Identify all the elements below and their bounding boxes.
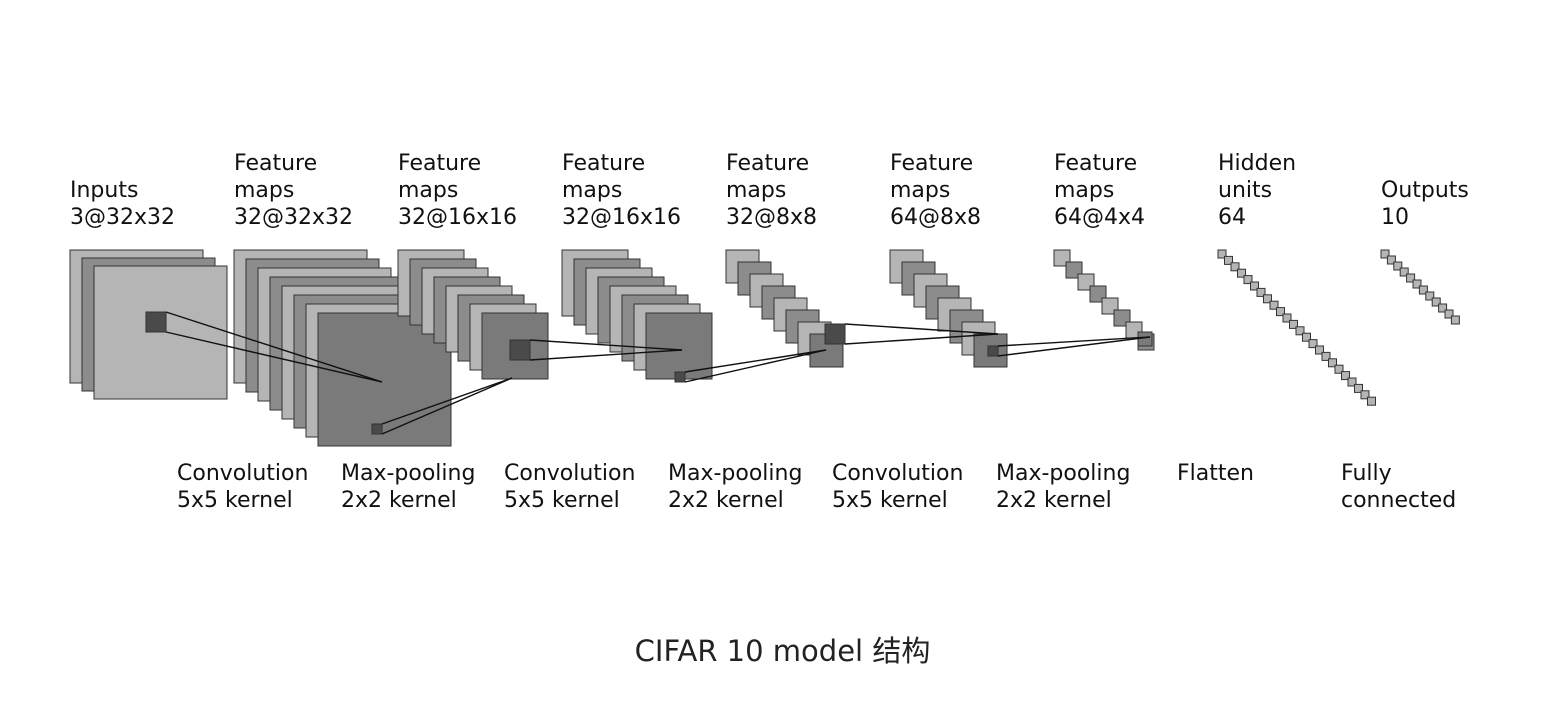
figure-caption: CIFAR 10 model 结构 [634, 634, 931, 668]
hidden-unit [1341, 371, 1350, 381]
op-label-pool-1: Max-pooling 2x2 kernel [341, 461, 476, 513]
hidden-unit [1276, 307, 1285, 317]
op-label-pool-3: Max-pooling 2x2 kernel [996, 461, 1131, 513]
output-unit [1393, 261, 1403, 271]
pool-2-connector [684, 349, 827, 383]
hidden-unit [1282, 313, 1292, 323]
conv-1-connector [165, 311, 383, 383]
pool-1-connector [381, 377, 513, 425]
output-unit [1412, 279, 1422, 289]
pool-3-connector [997, 336, 1151, 357]
pool-3-patch [987, 345, 999, 357]
layer-label-fmap-5: Feature maps 64@8x8 [890, 151, 982, 230]
layer-label-fmap-2: Feature maps 32@16x16 [398, 151, 518, 230]
hidden-unit [1217, 249, 1227, 259]
op-label-flatten: Flatten [1177, 461, 1254, 486]
hidden-unit [1328, 358, 1337, 368]
hidden-unit [1334, 364, 1344, 374]
hidden-unit [1263, 294, 1272, 304]
output-unit [1431, 297, 1441, 307]
hidden-unit [1354, 383, 1363, 393]
hidden-unit [1308, 339, 1318, 349]
pool-1-patch [371, 423, 383, 435]
conv-3-connector [844, 333, 999, 345]
fc-patch [1137, 331, 1153, 347]
op-label-pool-2: Max-pooling 2x2 kernel [668, 461, 803, 513]
output-unit [1386, 255, 1396, 265]
pool-2-connector [684, 349, 827, 373]
conv-2-connector [529, 339, 683, 351]
layer-label-hidden: Hidden units 64 [1218, 151, 1297, 230]
pool-3-connector [997, 336, 1151, 347]
hidden-unit [1256, 287, 1266, 297]
conv-3-connector [844, 323, 999, 335]
hidden-unit [1347, 377, 1357, 387]
layer-label-fmap-1: Feature maps 32@32x32 [234, 151, 354, 230]
conv-1-connector [165, 331, 383, 383]
hidden-unit [1224, 255, 1233, 265]
hidden-unit [1289, 319, 1298, 329]
layer-label-outputs: Outputs 10 [1381, 178, 1469, 230]
op-label-fc: Fully connected [1341, 461, 1457, 513]
op-label-conv-3: Convolution 5x5 kernel [832, 461, 964, 513]
output-unit [1380, 249, 1390, 259]
hidden-unit [1243, 275, 1253, 285]
hidden-unit [1302, 332, 1311, 342]
output-unit [1438, 303, 1448, 313]
pool-2-patch [674, 371, 686, 383]
conv-2-connector [529, 349, 683, 361]
op-label-conv-1: Convolution 5x5 kernel [177, 461, 309, 513]
layer-label-fmap-3: Feature maps 32@16x16 [562, 151, 682, 230]
conv-2-patch [509, 339, 531, 361]
output-unit [1399, 267, 1409, 277]
output-unit [1450, 315, 1460, 325]
conv-1-patch [145, 311, 167, 333]
layer-label-fmap-4: Feature maps 32@8x8 [726, 151, 818, 230]
hidden-unit [1269, 300, 1279, 310]
hidden-unit [1360, 390, 1370, 400]
hidden-unit [1230, 262, 1240, 272]
op-label-conv-2: Convolution 5x5 kernel [504, 461, 636, 513]
layer-label-fmap-6: Feature maps 64@4x4 [1054, 151, 1146, 230]
hidden-unit [1237, 268, 1246, 278]
output-unit [1418, 285, 1428, 295]
hidden-unit [1367, 396, 1376, 406]
hidden-unit [1321, 351, 1331, 361]
output-unit [1406, 273, 1416, 283]
fmap-3-map [645, 312, 713, 380]
conv-3-patch [824, 323, 846, 345]
pool-1-connector [381, 377, 513, 435]
hidden-unit [1315, 345, 1324, 355]
output-unit [1425, 291, 1435, 301]
output-unit [1444, 309, 1454, 319]
layer-label-inputs: Inputs 3@32x32 [70, 178, 176, 230]
hidden-unit [1295, 326, 1305, 336]
hidden-unit [1250, 281, 1259, 291]
